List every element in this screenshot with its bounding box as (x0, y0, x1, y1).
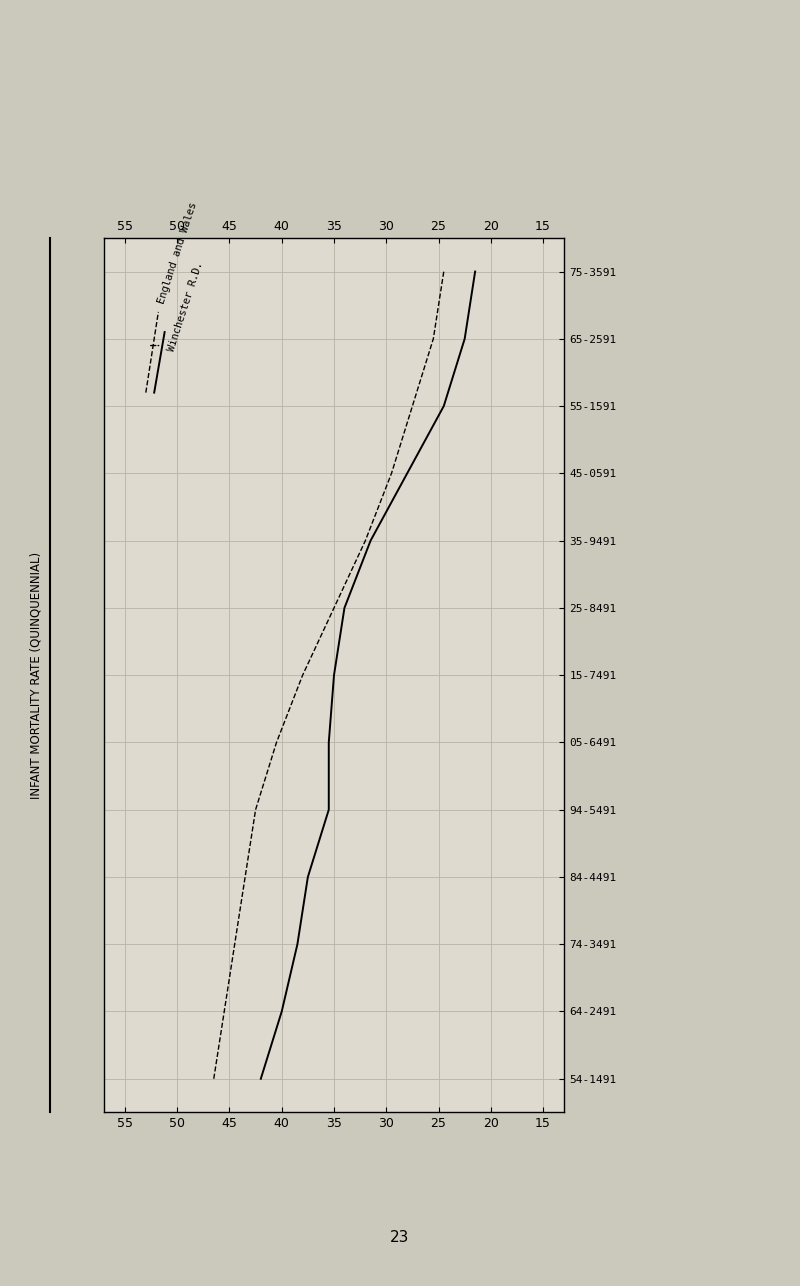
Winchester R.D. (324, 802, 334, 818)
England and Wales (298, 667, 307, 683)
England and Wales (240, 869, 250, 885)
Winchester R.D. (340, 601, 350, 616)
Text: INFANT MORTALITY RATE (QUINQUENNIAL): INFANT MORTALITY RATE (QUINQUENNIAL) (30, 552, 42, 799)
Line: England and Wales: England and Wales (214, 271, 444, 1079)
Winchester R.D. (402, 466, 412, 481)
England and Wales (272, 734, 282, 750)
Winchester R.D. (303, 869, 313, 885)
Text: Winchester R.D.: Winchester R.D. (166, 260, 206, 352)
England and Wales (439, 264, 449, 279)
Line: Winchester R.D.: Winchester R.D. (261, 271, 475, 1079)
Winchester R.D. (293, 936, 302, 952)
Text: England and Wales: England and Wales (156, 201, 198, 305)
England and Wales (219, 1004, 229, 1020)
England and Wales (408, 399, 418, 414)
England and Wales (386, 466, 396, 481)
Winchester R.D. (277, 1004, 286, 1020)
Winchester R.D. (460, 331, 470, 346)
England and Wales (429, 331, 438, 346)
England and Wales (250, 802, 260, 818)
Winchester R.D. (324, 734, 334, 750)
Winchester R.D. (439, 399, 449, 414)
Text: 23: 23 (390, 1229, 410, 1245)
Winchester R.D. (256, 1071, 266, 1087)
England and Wales (209, 1071, 218, 1087)
England and Wales (230, 936, 239, 952)
England and Wales (329, 601, 338, 616)
Winchester R.D. (366, 532, 375, 548)
Winchester R.D. (329, 667, 338, 683)
England and Wales (361, 532, 370, 548)
Winchester R.D. (470, 264, 480, 279)
